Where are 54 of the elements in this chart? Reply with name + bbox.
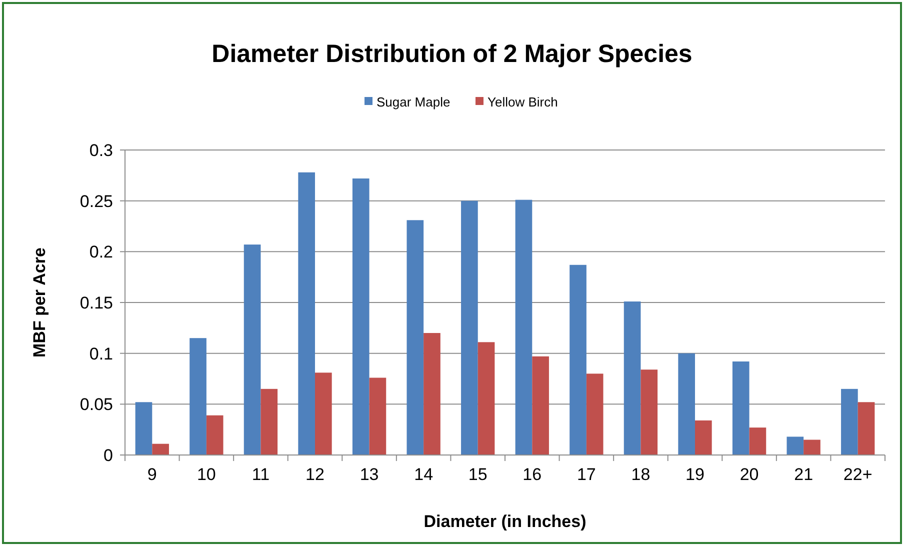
bar [352,178,370,455]
bar [206,415,224,455]
x-tick-label: 16 [522,465,542,484]
x-tick-label: 14 [414,465,434,484]
y-axis-title: MBF per Acre [30,248,49,358]
chart-title: Diameter Distribution of 2 Major Species [212,40,692,68]
bar [190,338,206,455]
y-tick-label: 0.3 [89,140,113,160]
bar [298,172,315,455]
x-tick-label: 12 [306,465,324,484]
legend-label: Sugar Maple [376,94,450,110]
bar [586,374,604,455]
y-tick-label: 0.15 [80,293,113,312]
x-tick-label: 13 [360,465,379,484]
y-tick-label: 0.1 [89,344,113,364]
bar [732,361,750,455]
x-tick-label: 21 [794,465,814,484]
x-tick-label: 22+ [843,465,872,484]
y-tick-label: 0.05 [80,395,113,414]
x-axis-title: Diameter (in Inches) [424,512,586,531]
bar [624,301,641,455]
bar [152,444,169,455]
x-tick-label: 19 [686,465,704,484]
y-tick-label: 0.25 [80,192,113,211]
x-tick-label: 17 [576,465,596,484]
bar [858,402,875,455]
x-tick-label: 11 [252,465,270,484]
bar [369,378,386,455]
bar [315,372,332,455]
bar [570,264,586,455]
bar [640,370,658,455]
bar [678,353,695,455]
x-tick-label: 18 [631,465,650,484]
bar [478,342,495,455]
bar [461,200,478,455]
bar [749,428,766,455]
bar [786,436,804,455]
bar [532,356,549,455]
x-tick-label: 10 [196,465,216,484]
legend-label: Yellow Birch [488,94,558,110]
bar [804,440,820,455]
y-tick-label: 0.2 [89,242,113,262]
bar [515,200,532,455]
bar [695,420,712,455]
x-tick-label: 20 [740,465,759,484]
x-tick-label: 15 [468,465,488,484]
bar [406,220,424,455]
bar [260,388,278,455]
y-tick-label: 0 [104,446,113,465]
bar [135,402,152,455]
bar [841,388,858,455]
bar [244,244,261,455]
x-tick-label: 9 [147,465,157,484]
bar [424,333,440,455]
